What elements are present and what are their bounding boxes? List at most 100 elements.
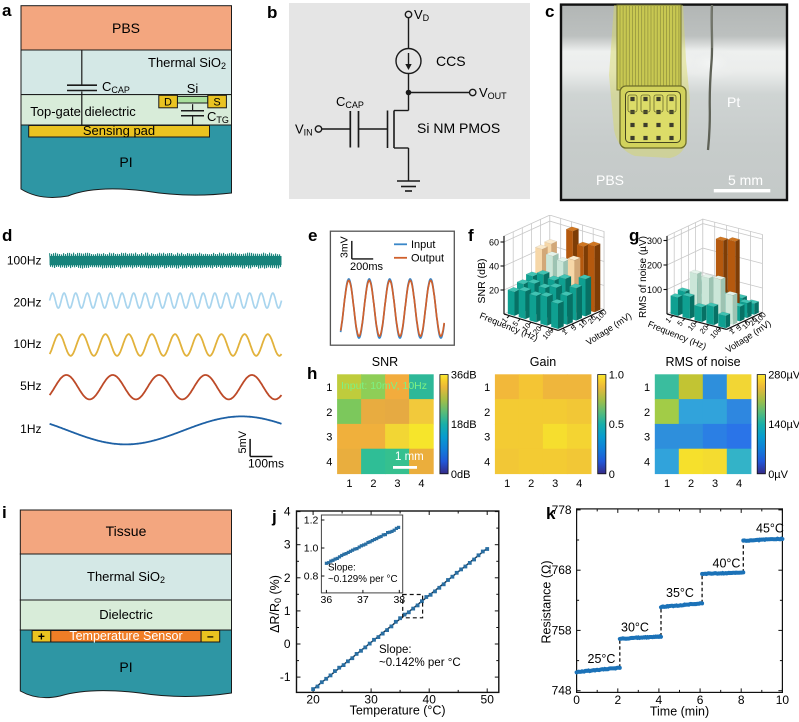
svg-text:20: 20: [306, 692, 320, 706]
svg-text:2: 2: [284, 571, 291, 585]
svg-text:2: 2: [370, 478, 376, 490]
svg-text:Slope:: Slope:: [328, 563, 356, 574]
svg-text:Si NM PMOS: Si NM PMOS: [417, 120, 500, 136]
svg-text:5: 5: [569, 323, 578, 332]
svg-text:1.0: 1.0: [304, 543, 319, 555]
svg-text:4: 4: [576, 478, 582, 490]
svg-text:2: 2: [326, 407, 332, 419]
svg-text:45°C: 45°C: [756, 521, 784, 535]
svg-text:300: 300: [647, 236, 662, 246]
svg-text:18dB: 18dB: [451, 419, 477, 431]
svg-text:4: 4: [418, 478, 424, 490]
svg-text:S: S: [213, 97, 220, 109]
svg-text:3: 3: [712, 478, 718, 490]
svg-text:Input: 10mV, 10Hz: Input: 10mV, 10Hz: [341, 380, 427, 392]
svg-text:4: 4: [284, 505, 291, 519]
svg-text:-1: -1: [280, 670, 291, 684]
svg-text:0: 0: [573, 693, 580, 707]
svg-text:PBS: PBS: [596, 172, 624, 188]
svg-text:0dB: 0dB: [451, 469, 471, 481]
svg-text:6: 6: [697, 693, 704, 707]
svg-text:0: 0: [284, 637, 291, 651]
svg-text:e: e: [308, 226, 317, 245]
svg-text:4: 4: [656, 693, 663, 707]
svg-text:SNR: SNR: [372, 355, 398, 369]
svg-text:0.5: 0.5: [609, 419, 624, 431]
svg-text:2: 2: [528, 478, 534, 490]
svg-text:~0.142% per °C: ~0.142% per °C: [379, 657, 461, 669]
svg-text:PI: PI: [119, 154, 132, 170]
svg-text:100: 100: [541, 326, 556, 341]
svg-text:Temperature (°C): Temperature (°C): [350, 704, 446, 718]
svg-text:38: 38: [393, 594, 405, 606]
svg-text:40°C: 40°C: [713, 556, 741, 570]
svg-text:i: i: [2, 503, 7, 522]
svg-text:1: 1: [484, 382, 490, 394]
svg-text:20: 20: [489, 286, 499, 296]
svg-text:0µV: 0µV: [768, 469, 788, 481]
svg-text:+: +: [38, 630, 45, 644]
svg-text:Time (min): Time (min): [650, 705, 709, 719]
svg-text:SNR (dB): SNR (dB): [476, 259, 488, 304]
svg-text:Sensing pad: Sensing pad: [83, 123, 155, 138]
svg-text:Slope:: Slope:: [379, 644, 412, 656]
svg-text:f: f: [468, 226, 474, 245]
svg-text:k: k: [546, 504, 556, 523]
svg-text:25°C: 25°C: [588, 652, 616, 666]
svg-text:Tissue: Tissue: [106, 523, 147, 539]
svg-text:–: –: [207, 629, 214, 643]
svg-text:1Hz: 1Hz: [20, 422, 41, 436]
svg-text:1: 1: [284, 604, 291, 618]
svg-text:Resistance (Ω): Resistance (Ω): [540, 561, 554, 644]
svg-text:10Hz: 10Hz: [13, 337, 41, 351]
svg-text:c: c: [545, 2, 554, 21]
svg-text:100Hz: 100Hz: [7, 253, 42, 267]
svg-text:1: 1: [504, 478, 510, 490]
svg-text:778: 778: [552, 503, 572, 517]
svg-text:36dB: 36dB: [451, 370, 477, 382]
svg-text:g: g: [629, 226, 639, 245]
svg-text:37: 37: [357, 594, 369, 606]
svg-text:4: 4: [326, 456, 332, 468]
svg-text:4: 4: [736, 478, 742, 490]
svg-text:280µV: 280µV: [768, 370, 799, 382]
svg-text:a: a: [2, 1, 12, 20]
svg-text:3: 3: [552, 478, 558, 490]
svg-text:2: 2: [644, 407, 650, 419]
svg-text:30°C: 30°C: [621, 621, 649, 635]
svg-text:1: 1: [346, 478, 352, 490]
svg-text:768: 768: [552, 563, 572, 577]
svg-text:748: 748: [552, 684, 572, 698]
svg-text:1: 1: [644, 382, 650, 394]
svg-text:2: 2: [688, 478, 694, 490]
svg-text:3mV: 3mV: [339, 236, 351, 258]
svg-text:PBS: PBS: [112, 20, 140, 36]
svg-text:Input: Input: [411, 239, 435, 251]
svg-text:1: 1: [326, 382, 332, 394]
svg-text:d: d: [2, 226, 12, 245]
svg-text:Output: Output: [411, 253, 444, 265]
svg-text:36: 36: [321, 594, 333, 606]
svg-text:1: 1: [727, 327, 736, 336]
svg-text:5 mm: 5 mm: [728, 172, 763, 188]
svg-text:j: j: [271, 507, 277, 526]
svg-text:Gain: Gain: [530, 355, 556, 369]
svg-text:3: 3: [644, 432, 650, 444]
svg-text:20Hz: 20Hz: [13, 295, 41, 309]
svg-text:~0.129% per °C: ~0.129% per °C: [328, 574, 398, 585]
svg-text:100ms: 100ms: [248, 457, 284, 471]
svg-text:D: D: [164, 97, 172, 109]
svg-text:Top-gate dielectric: Top-gate dielectric: [30, 104, 136, 119]
svg-text:1: 1: [664, 478, 670, 490]
svg-text:8: 8: [738, 693, 745, 707]
svg-text:10: 10: [776, 693, 790, 707]
svg-text:100: 100: [647, 285, 662, 295]
svg-text:60: 60: [489, 238, 499, 248]
svg-text:Thermal SiO2: Thermal SiO2: [148, 55, 226, 71]
svg-text:RMS of noise (µV): RMS of noise (µV): [638, 236, 649, 318]
svg-text:Temperature Sensor: Temperature Sensor: [69, 629, 182, 643]
svg-text:40: 40: [489, 262, 499, 272]
svg-text:PI: PI: [119, 659, 132, 675]
svg-text:5: 5: [511, 319, 520, 328]
svg-text:Thermal SiO2: Thermal SiO2: [87, 569, 165, 585]
